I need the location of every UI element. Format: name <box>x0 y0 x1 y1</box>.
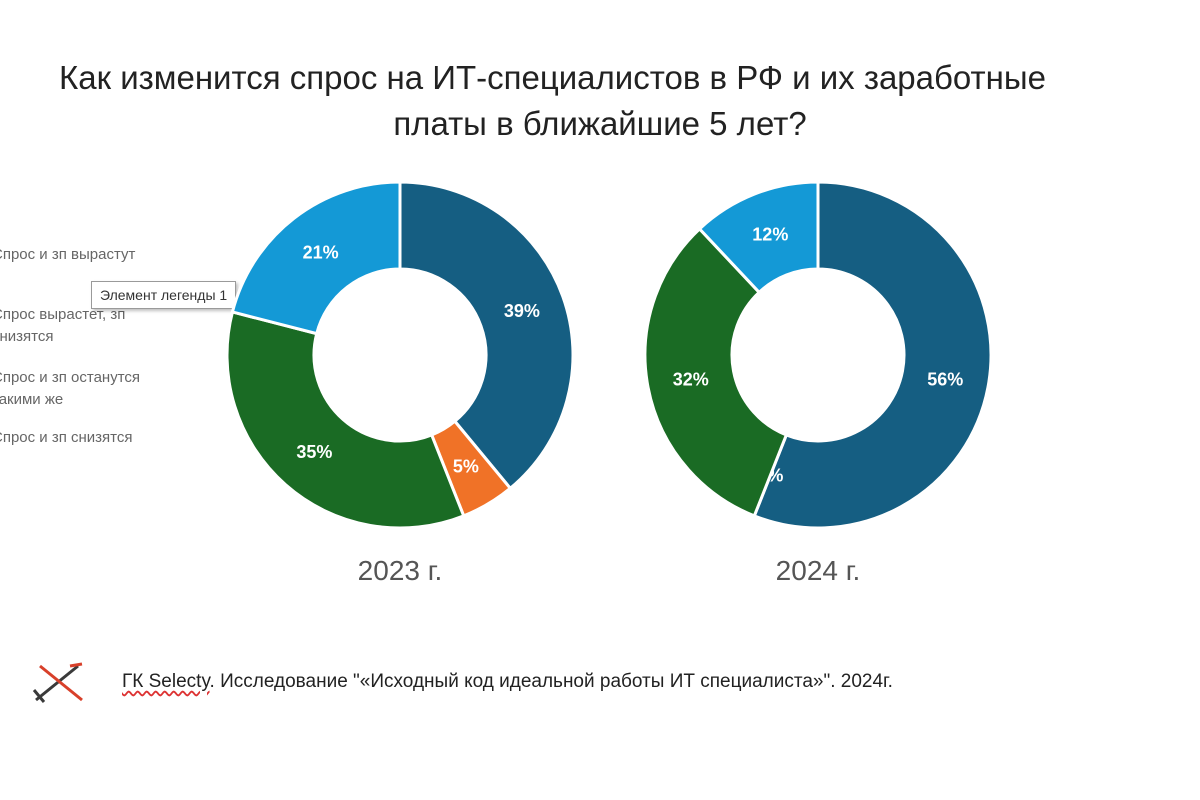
chart-title-line-1: Как изменится спрос на ИТ-специалистов в… <box>59 59 1046 96</box>
donut-chart-2023: 39% 5% 35% 21% 2023 г. <box>225 180 575 586</box>
chart-title-line-2: платы в ближайшие 5 лет? <box>393 105 807 142</box>
legend-label: такими же <box>0 391 64 408</box>
slice-same[interactable] <box>225 310 466 530</box>
slice-label-decline: 21% <box>303 243 339 263</box>
slice-label-same: 35% <box>296 442 332 462</box>
legend-item-decline[interactable]: Спрос и зп снизятся <box>0 427 200 449</box>
slice-label-demand-up-salary-down: 5% <box>453 456 479 476</box>
legend-item-demand-up-salary-down[interactable]: Спрос вырастет, зп снизятся <box>0 304 200 348</box>
legend-label: Спрос вырастет, зп <box>0 306 126 323</box>
slice-same[interactable] <box>643 226 789 518</box>
legend-label: снизятся <box>0 328 54 345</box>
legend-tooltip: Элемент легенды 1 <box>91 281 237 309</box>
slice-decline[interactable] <box>230 180 402 336</box>
slice-grow[interactable] <box>752 180 993 530</box>
slice-label-grow: 39% <box>504 301 540 321</box>
chart-year-label: 2023 г. <box>358 555 443 586</box>
donut-chart-2024: 56%0%32%12%2024 г. <box>643 180 993 586</box>
legend-item-same[interactable]: Спрос и зп останутся такими же <box>0 367 200 411</box>
slice-label-same: 32% <box>673 369 709 389</box>
slice-decline[interactable] <box>697 180 820 295</box>
legend-label: Спрос и зп снизятся <box>0 429 133 446</box>
crossed-swords-logo-icon <box>32 662 83 703</box>
legend-item-grow[interactable]: Спрос и зп вырастут <box>0 244 200 266</box>
footer-brand[interactable]: ГК Selecty <box>122 671 210 692</box>
legend-label: Спрос и зп останутся <box>0 369 141 386</box>
footer-source-text: . Исследование "«Исходный код идеальной … <box>209 671 893 692</box>
slice-label-decline: 12% <box>752 225 788 245</box>
slice-label-grow: 56% <box>927 369 963 389</box>
chart-year-label: 2024 г. <box>776 555 861 586</box>
slice-grow[interactable] <box>398 180 575 491</box>
footer-source: ГК Selecty. Исследование "«Исходный код … <box>122 671 893 693</box>
footer: ГК Selecty. Исследование "«Исходный код … <box>30 660 893 704</box>
legend-label: Спрос и зп вырастут <box>0 246 136 263</box>
chart-title: Как изменится спрос на ИТ-специалистов в… <box>0 55 1200 147</box>
